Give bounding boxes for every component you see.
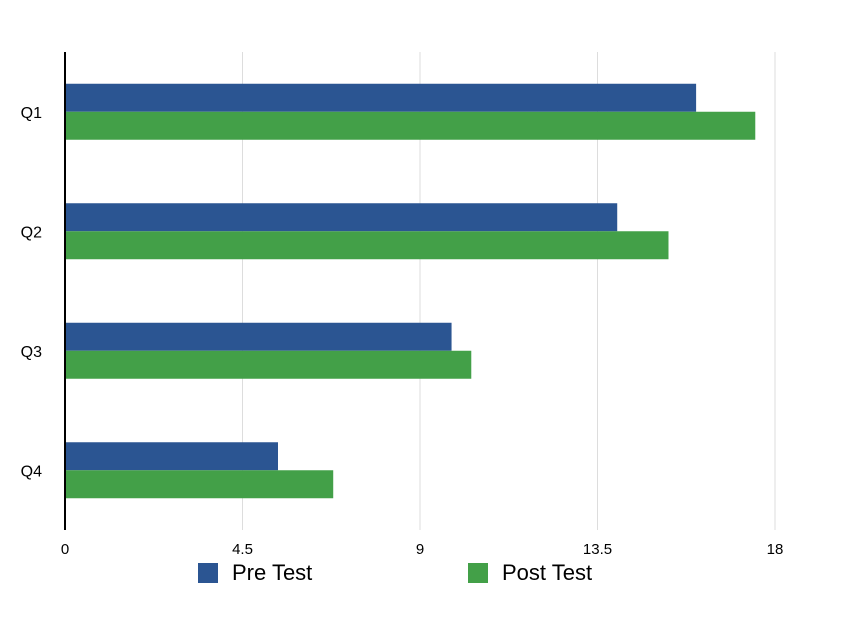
legend-swatch-post-test (468, 563, 488, 583)
bars (65, 83, 756, 499)
legend-label-pre-test: Pre Test (232, 560, 313, 585)
x-tick-label: 9 (416, 541, 424, 558)
category-label: Q2 (21, 224, 42, 241)
legend-item-post-test: Post Test (468, 560, 592, 586)
legend-label-post-test: Post Test (502, 560, 593, 585)
x-tick-label: 13.5 (583, 541, 612, 558)
bar-q1-pre-test (65, 83, 697, 112)
legend-swatch-pre-test (198, 563, 218, 583)
x-tick-label: 18 (767, 541, 784, 558)
category-label: Q3 (21, 344, 42, 361)
x-tick-label: 4.5 (232, 541, 253, 558)
bar-q4-pre-test (65, 442, 278, 471)
x-axis-ticks: 0 4.5 9 13.5 18 (61, 541, 784, 558)
bar-q1-post-test (65, 111, 756, 140)
legend-item-pre-test: Pre Test (198, 560, 312, 586)
bar-q2-post-test (65, 231, 669, 260)
bar-q2-pre-test (65, 203, 618, 232)
category-label: Q1 (21, 105, 42, 122)
bar-q3-post-test (65, 350, 472, 379)
legend: Pre Test Post Test (0, 560, 843, 590)
x-tick-label: 0 (61, 541, 69, 558)
bar-q4-post-test (65, 470, 334, 499)
category-labels: Q1 Q2 Q3 Q4 (21, 105, 42, 481)
category-label: Q4 (21, 463, 42, 480)
bar-q3-pre-test (65, 322, 452, 351)
